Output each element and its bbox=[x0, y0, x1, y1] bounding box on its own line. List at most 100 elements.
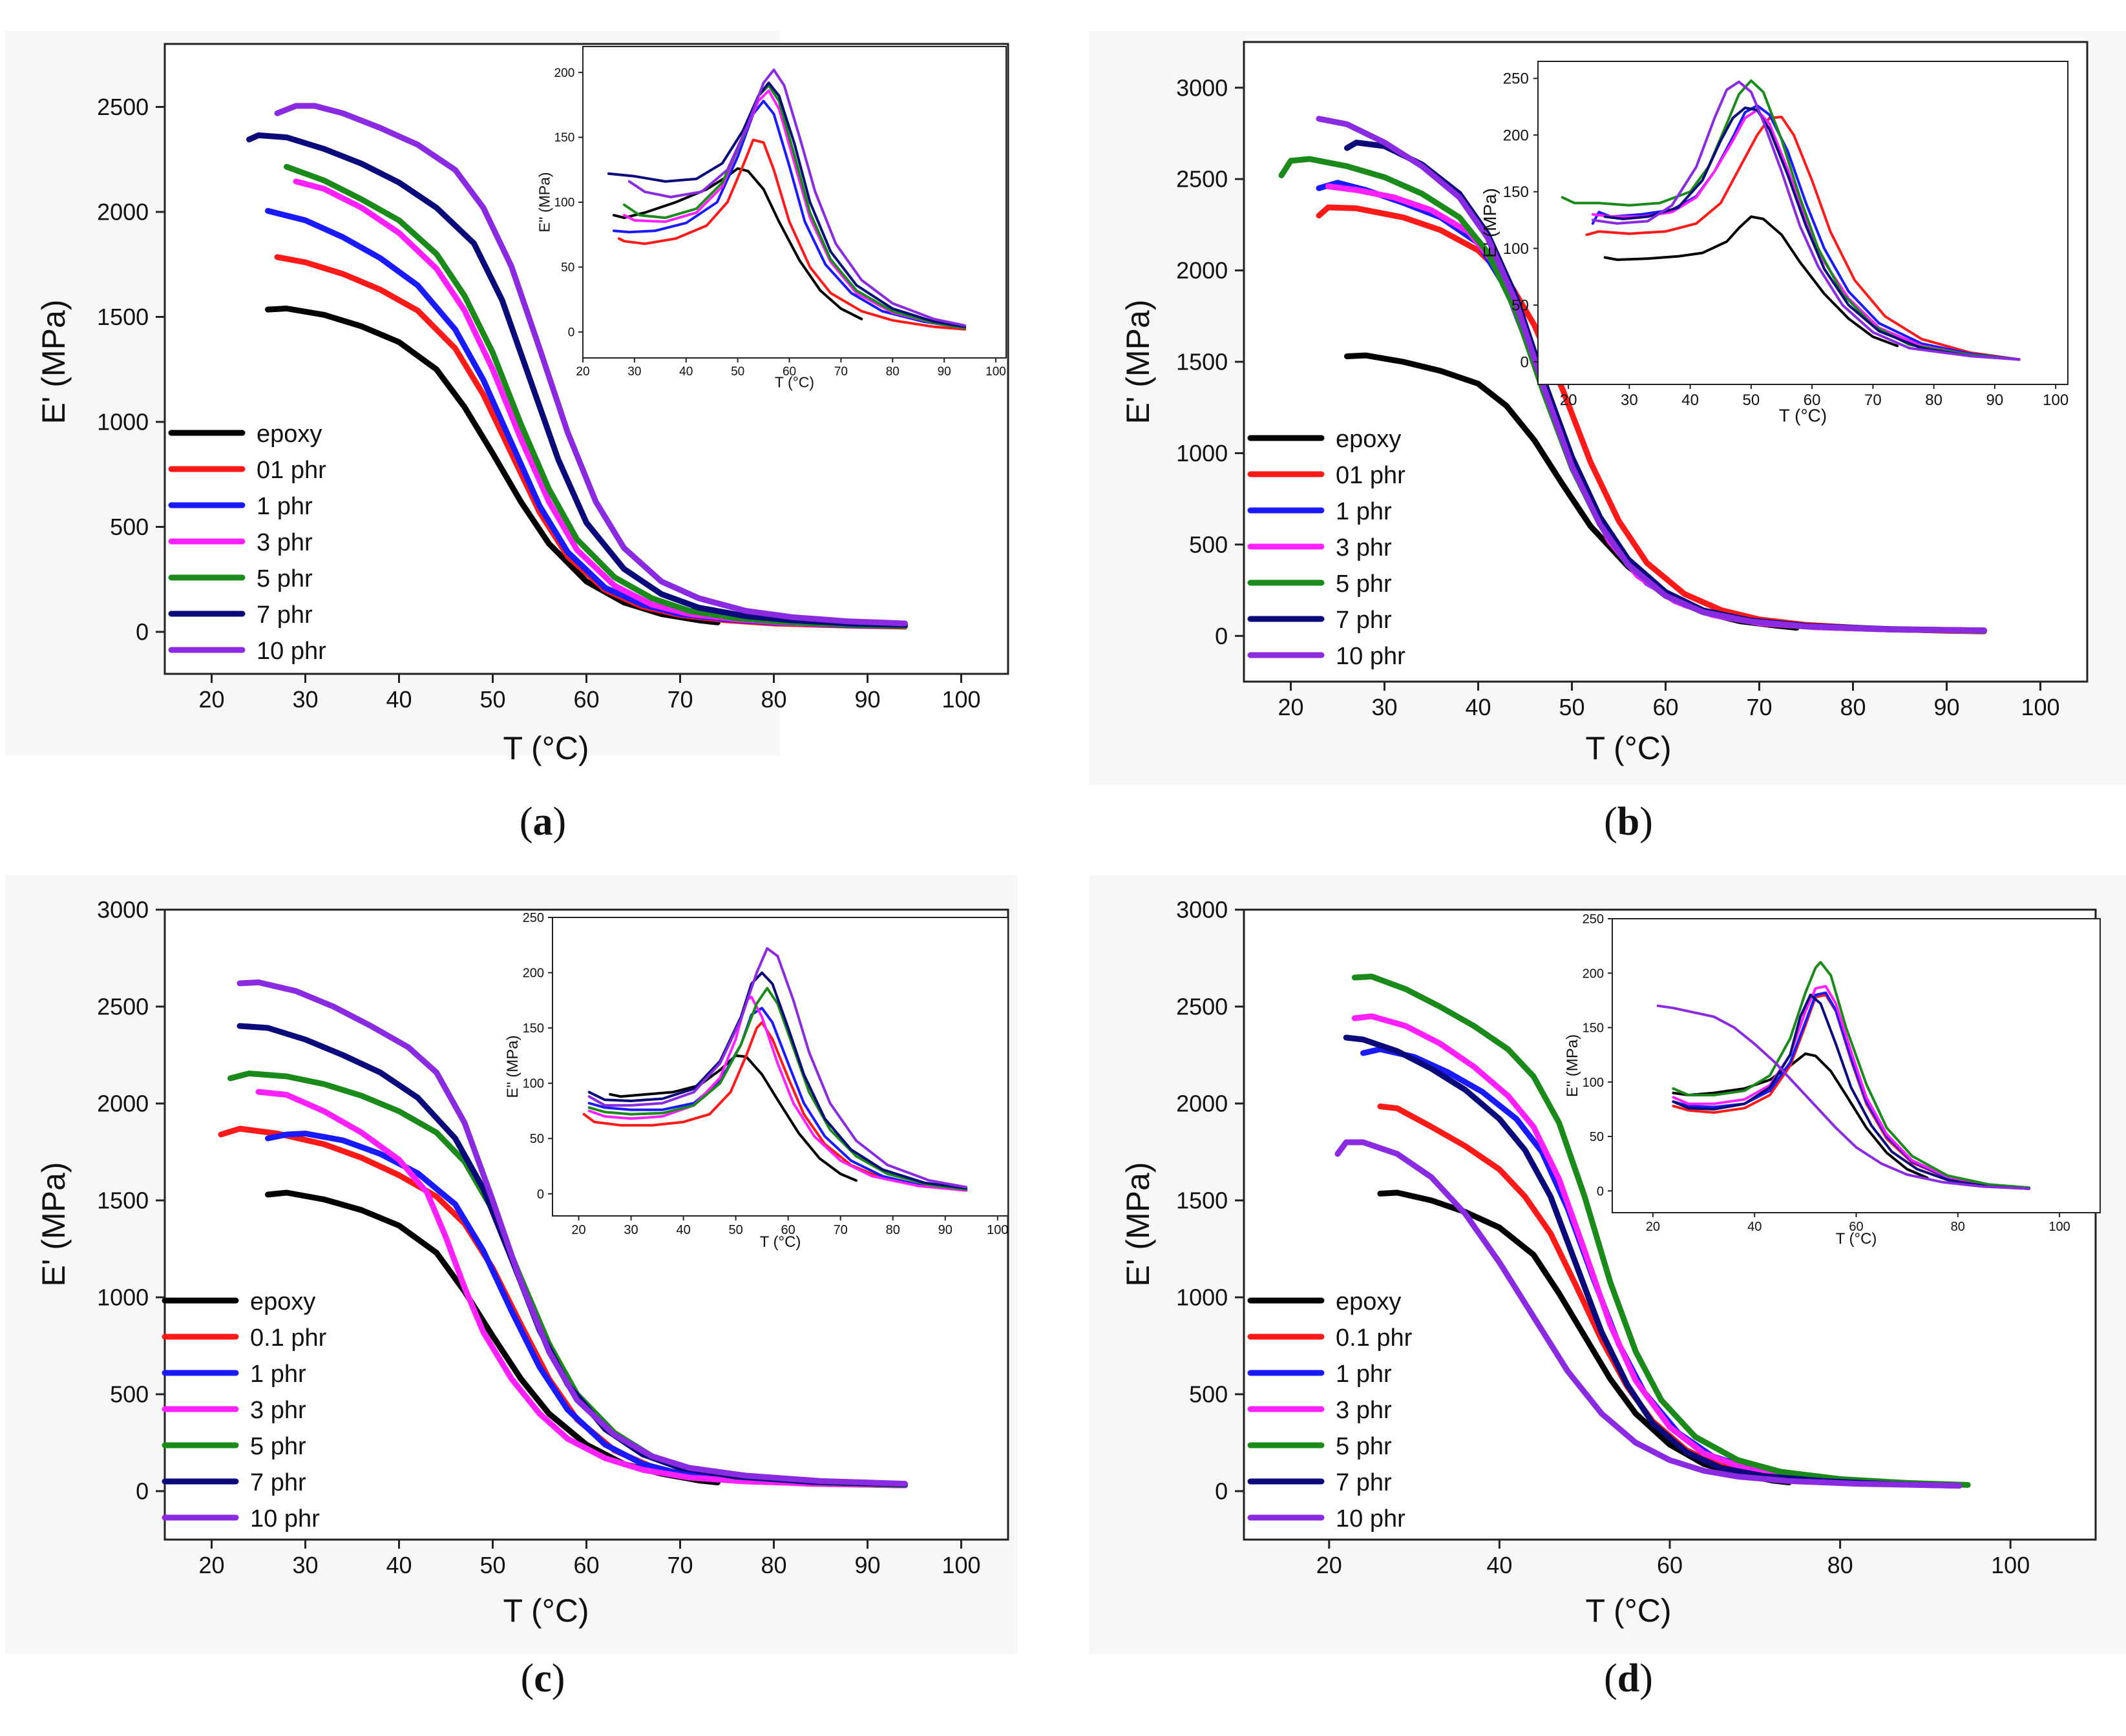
panel-a-main-ytick-label: 1500 bbox=[97, 304, 149, 330]
panel-c-inset-line-epoxy bbox=[609, 1054, 858, 1182]
panel-a-main-line-7-phr bbox=[246, 132, 908, 628]
panel-b-legend-label: epoxy bbox=[1336, 426, 1401, 453]
panel-a-legend-label: epoxy bbox=[257, 421, 322, 448]
panel-c-legend-label: 1 phr bbox=[250, 1361, 306, 1388]
panel-c-main-ytick-label: 1500 bbox=[97, 1187, 149, 1214]
panel-c-inset-line-10-phr bbox=[587, 946, 968, 1189]
panel-a-main-xtick-label: 90 bbox=[854, 686, 880, 713]
panel-b-legend-label: 5 phr bbox=[1336, 570, 1392, 598]
panel-a-inset-line-01-phr bbox=[617, 138, 967, 331]
panel-c-main-ytick-label: 500 bbox=[110, 1381, 149, 1408]
panel-c-main-xtick-label: 60 bbox=[573, 1552, 599, 1578]
panel-b-caption: (b) bbox=[1604, 800, 1653, 844]
panel-b-inset-ylabel: E' (MPa) bbox=[1480, 188, 1500, 258]
panel-d-main-xtick-label: 40 bbox=[1486, 1552, 1512, 1578]
panel-a-inset-xtick-label: 80 bbox=[886, 365, 900, 379]
panel-c-inset-line-1-phr bbox=[587, 1007, 968, 1192]
panel-b-inset-xtick-label: 90 bbox=[1986, 392, 2004, 409]
panel-b-main-ytick-label: 2500 bbox=[1176, 166, 1228, 193]
panel-a-xlabel: T (°C) bbox=[503, 730, 589, 766]
panel-b-inset-xtick-label: 100 bbox=[2043, 392, 2068, 409]
panel-c-main-ytick-label: 1000 bbox=[97, 1284, 149, 1311]
panel-c-inset-ylabel: E'' (MPa) bbox=[504, 1035, 521, 1098]
panel-d-main-ytick-label: 500 bbox=[1189, 1381, 1228, 1408]
panel-c-inset-line-7-phr bbox=[587, 971, 968, 1190]
panel-d-main-line-10-phr bbox=[1334, 1139, 1963, 1489]
panel-b-inset-xtick-label: 50 bbox=[1743, 392, 1760, 409]
panel-c-legend-label: 7 phr bbox=[250, 1469, 306, 1496]
panel-b-inset-xlabel: T (°C) bbox=[1779, 406, 1827, 426]
panel-a-legend-label: 10 phr bbox=[257, 638, 326, 665]
panel-c-legend-label: 0.1 phr bbox=[250, 1324, 327, 1352]
panel-b-legend-label: 1 phr bbox=[1336, 498, 1392, 525]
panel-a-inset-xtick-label: 60 bbox=[783, 365, 796, 379]
panel-b-ylabel: E' (MPa) bbox=[1120, 300, 1156, 424]
panel-b-inset-ytick-label: 250 bbox=[1503, 70, 1529, 88]
panel-c-inset-xtick-label: 80 bbox=[886, 1223, 900, 1237]
panel-a-inset-ylabel: E'' (MPa) bbox=[536, 172, 553, 232]
panel-b-main-ytick-label: 500 bbox=[1189, 531, 1228, 558]
panel-c-inset-line-3-phr bbox=[587, 996, 968, 1192]
panel-a-legend-label: 01 phr bbox=[257, 457, 326, 484]
panel-c-main-xtick-label: 20 bbox=[198, 1552, 224, 1578]
panel-d-main-xtick-label: 20 bbox=[1316, 1552, 1342, 1578]
panel-a-main-xtick-label: 30 bbox=[292, 686, 318, 713]
panel-c-main-xtick-label: 30 bbox=[292, 1552, 318, 1578]
panel-c-main-ytick-label: 2000 bbox=[97, 1091, 149, 1117]
panel-a-inset-line-1-phr bbox=[612, 99, 967, 329]
panel-d-inset-xtick-label: 80 bbox=[1951, 1220, 1965, 1234]
panel-c-main-xtick-label: 50 bbox=[479, 1552, 505, 1578]
panel-a-legend-label: 5 phr bbox=[257, 565, 313, 592]
panel-b-inset-xtick-label: 60 bbox=[1804, 392, 1821, 409]
panel-c-main-xtick-label: 40 bbox=[386, 1552, 412, 1578]
panel-a-inset-ytick-label: 0 bbox=[568, 326, 575, 339]
panel-d-main-ytick-label: 0 bbox=[1215, 1478, 1228, 1505]
panel-d-main-xtick-label: 60 bbox=[1657, 1552, 1683, 1578]
panel-c-inset-ytick-label: 200 bbox=[523, 967, 544, 981]
panel-c-inset-xtick-label: 50 bbox=[728, 1223, 742, 1237]
panel-d-main-line-3-phr bbox=[1351, 1013, 1963, 1488]
panel-a-inset-xtick-label: 20 bbox=[576, 365, 589, 379]
panel-d-main-xtick-label: 80 bbox=[1827, 1552, 1853, 1578]
panel-b-inset-xtick-label: 70 bbox=[1864, 392, 1882, 409]
panel-b-legend-label: 10 phr bbox=[1336, 643, 1405, 670]
panel-d-inset-ytick-label: 50 bbox=[1590, 1130, 1604, 1144]
panel-d-xlabel: T (°C) bbox=[1586, 1593, 1672, 1629]
panel-d-inset-ytick-label: 250 bbox=[1583, 912, 1604, 926]
panel-a-main-ytick-label: 1000 bbox=[97, 409, 149, 435]
panel-a-inset-ytick-label: 150 bbox=[554, 131, 575, 145]
panel-a-inset-xtick-label: 100 bbox=[985, 365, 1006, 379]
panel-b-legend-label: 01 phr bbox=[1336, 462, 1405, 489]
panel-c-legend-label: epoxy bbox=[250, 1288, 315, 1315]
panel-c-legend-label: 10 phr bbox=[250, 1505, 320, 1532]
panel-a-legend-label: 7 phr bbox=[257, 601, 313, 629]
panel-b-inset-ytick-label: 0 bbox=[1520, 353, 1528, 371]
panel-d-inset-ytick-label: 200 bbox=[1583, 967, 1604, 981]
panel-c-main-line-3-phr bbox=[255, 1089, 908, 1489]
panel-c-legend: epoxy 0.1 phr 1 phr 3 phr 5 phr 7 phr 10 phr bbox=[162, 1288, 327, 1532]
panel-b-main-ytick-label: 0 bbox=[1215, 623, 1228, 649]
panel-b-inset-line-10-phr bbox=[1591, 80, 2021, 361]
panel-c-inset-xtick-label: 40 bbox=[676, 1223, 690, 1237]
panel-b-inset-xtick-label: 20 bbox=[1560, 392, 1577, 409]
panel-a-inset-frame bbox=[582, 46, 1007, 359]
panel-a-main-xtick-label: 60 bbox=[573, 686, 599, 713]
panel-c-xlabel: T (°C) bbox=[503, 1593, 589, 1629]
panel-c-inset-xtick-label: 70 bbox=[834, 1223, 848, 1237]
panel-d-legend-label: 7 phr bbox=[1336, 1469, 1392, 1496]
panel-b-inset-ytick-label: 50 bbox=[1511, 297, 1529, 315]
panel-d-main-ytick-label: 2500 bbox=[1176, 994, 1228, 1020]
panel-a-main-ytick-label: 500 bbox=[110, 514, 149, 540]
panel-b-main-ytick-label: 1500 bbox=[1176, 349, 1228, 375]
panel-c-main-xtick-label: 80 bbox=[761, 1552, 786, 1578]
panel-a-main-line-10-phr bbox=[274, 103, 908, 627]
panel-d-main-ytick-label: 3000 bbox=[1176, 897, 1228, 923]
panel-d-inset-line-5-phr bbox=[1672, 961, 2030, 1189]
panel-d-legend: epoxy 0.1 phr 1 phr 3 phr 5 phr 7 phr 10 phr bbox=[1247, 1288, 1413, 1532]
panel-c-ylabel: E' (MPa) bbox=[36, 1162, 72, 1287]
panel-d-inset-line-epoxy bbox=[1672, 1052, 1929, 1180]
panel-b-main-xtick-label: 20 bbox=[1278, 694, 1303, 720]
panel-d-main-xtick-label: 100 bbox=[1991, 1552, 2030, 1578]
panel-a-inset-xtick-label: 90 bbox=[938, 365, 951, 379]
panel-b-main-ytick-label: 3000 bbox=[1176, 74, 1228, 101]
